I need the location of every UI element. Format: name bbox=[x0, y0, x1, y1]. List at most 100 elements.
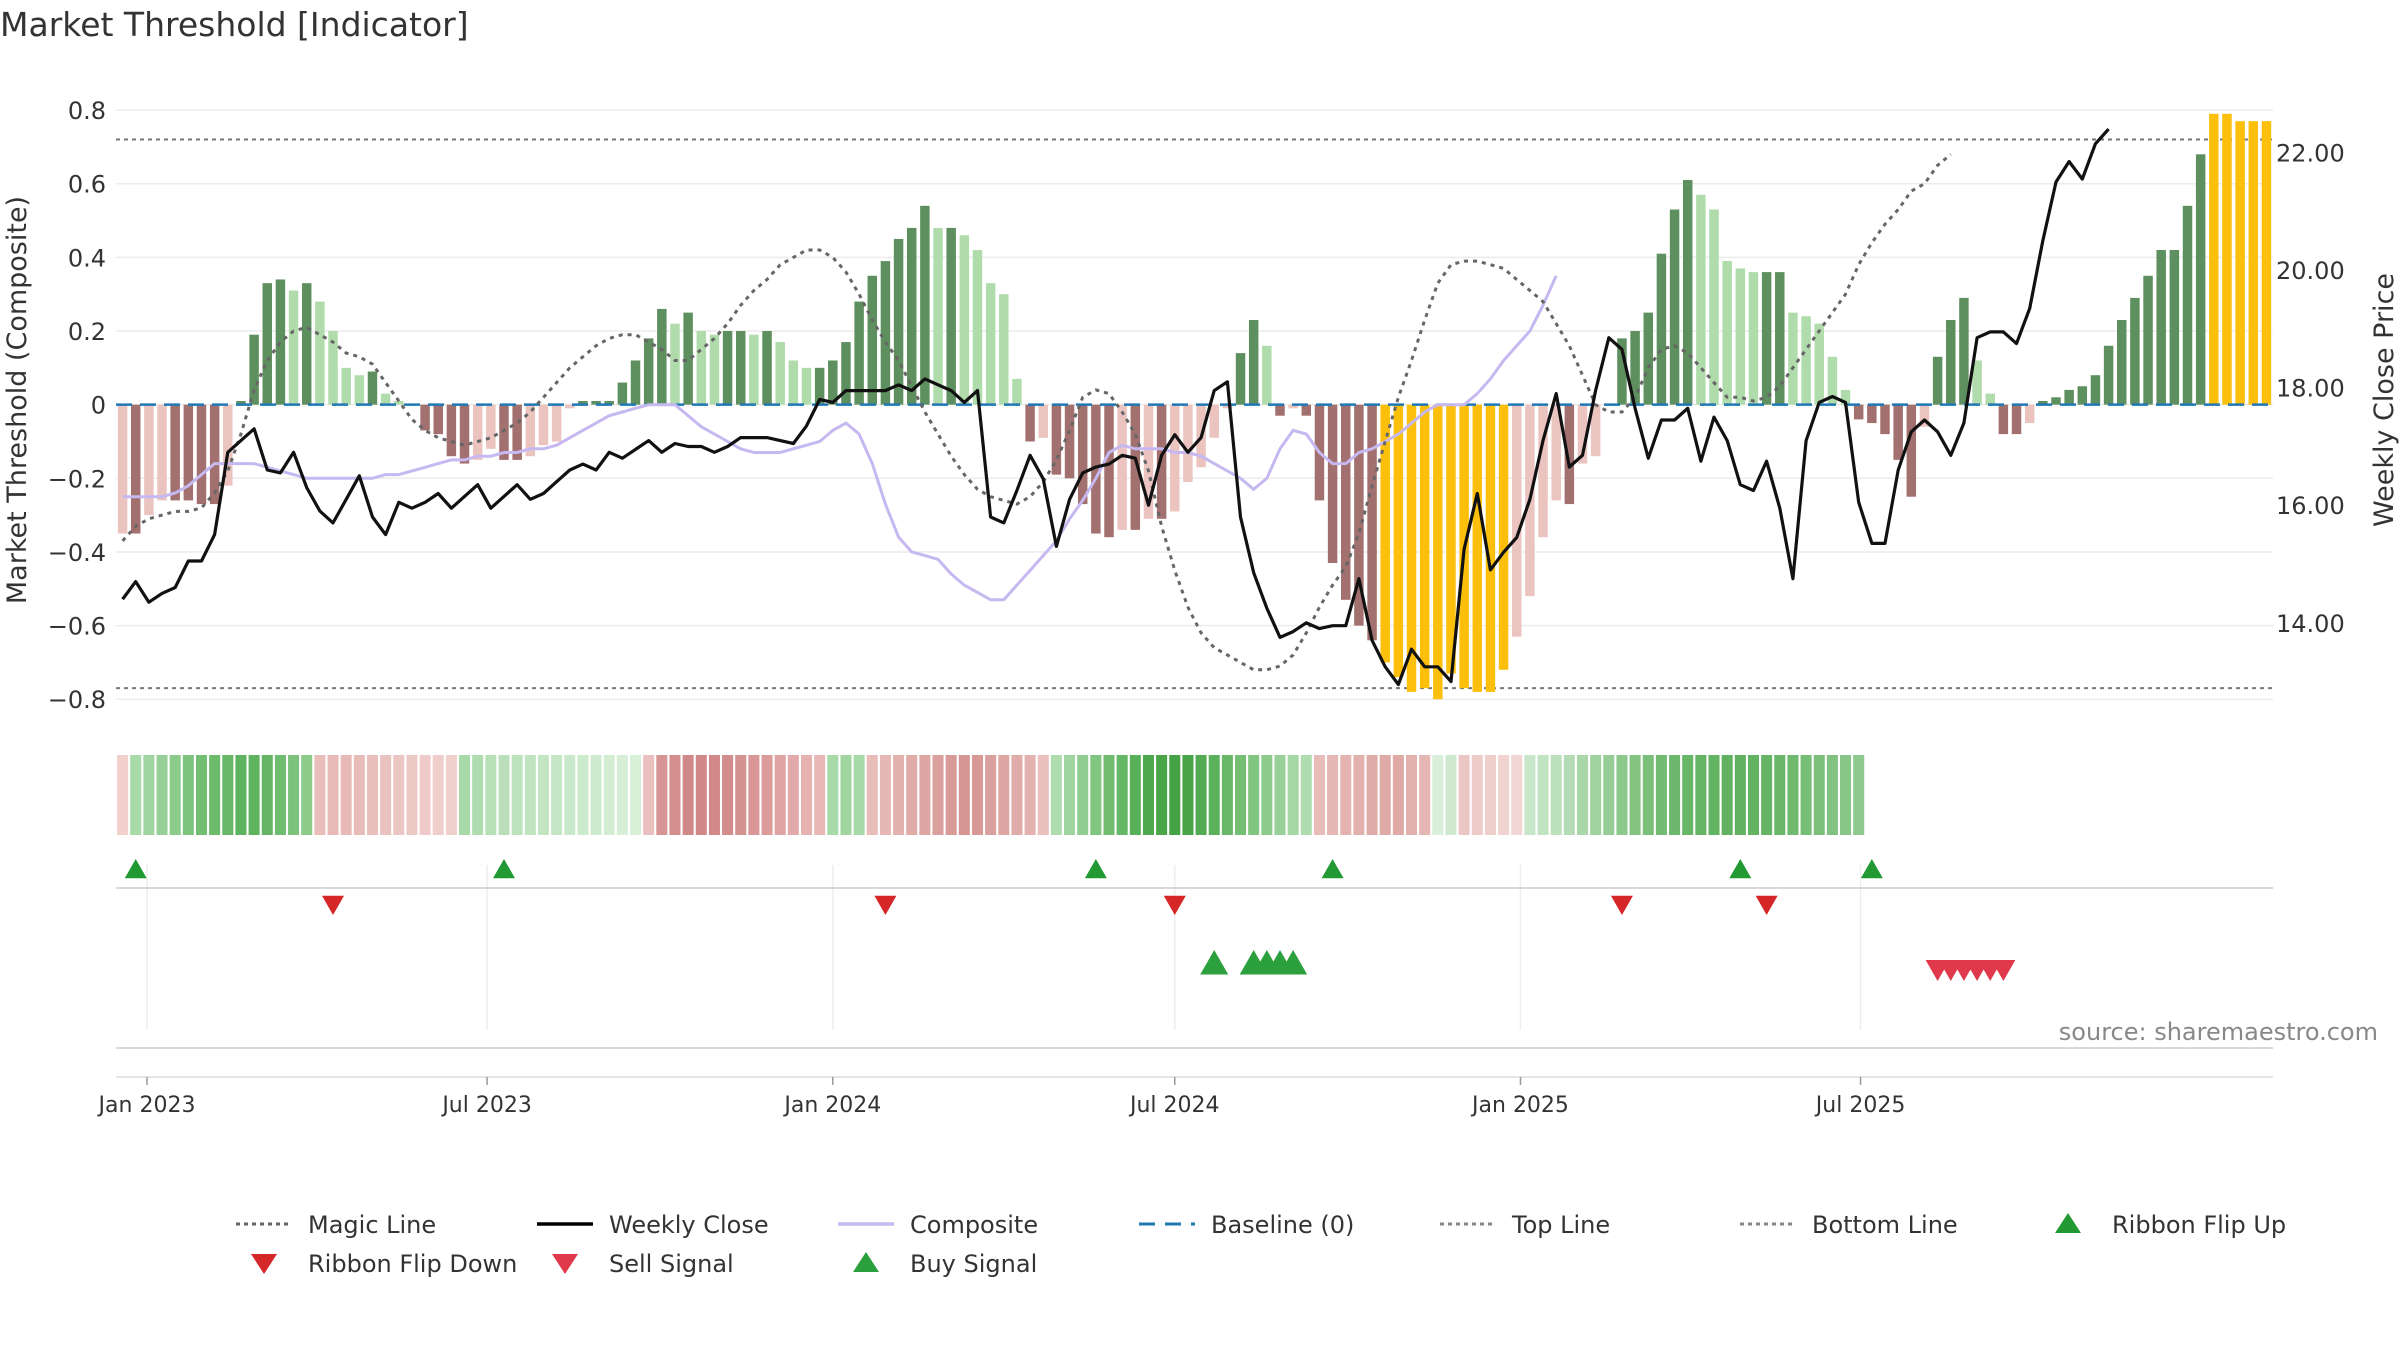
composite-bar bbox=[696, 331, 707, 405]
ribbon-cell bbox=[616, 755, 628, 835]
source-label: source: sharemaestro.com bbox=[2059, 1018, 2378, 1046]
ribbon-cell bbox=[498, 755, 510, 835]
x-tick-label: Jan 2024 bbox=[782, 1093, 881, 1118]
composite-bar bbox=[565, 404, 575, 409]
composite-bar bbox=[1735, 268, 1746, 405]
composite-bar bbox=[1867, 404, 1877, 424]
composite-bar bbox=[236, 400, 246, 405]
ribbon-cell bbox=[524, 755, 536, 835]
ribbon-cell bbox=[761, 755, 773, 835]
composite-bar bbox=[1183, 404, 1193, 482]
composite-bar bbox=[551, 404, 562, 442]
y-tick-label-right: 22.00 bbox=[2276, 140, 2345, 168]
composite-bar bbox=[1393, 404, 1404, 678]
y-tick-label-right: 16.00 bbox=[2276, 492, 2345, 520]
ribbon-cell bbox=[1787, 755, 1799, 835]
composite-bar bbox=[617, 382, 628, 405]
composite-bar bbox=[1380, 404, 1390, 663]
composite-bar bbox=[2261, 121, 2272, 405]
composite-bar bbox=[1143, 404, 1154, 519]
legend: Magic Line Weekly Close Composite Baseline … bbox=[236, 1211, 2286, 1278]
composite-bar bbox=[2169, 250, 2180, 405]
chart-title: Market Threshold [Indicator] bbox=[0, 5, 469, 44]
ribbon-cell bbox=[1747, 755, 1760, 835]
ribbon-cell bbox=[419, 755, 431, 835]
legend-item: Composite bbox=[838, 1211, 1038, 1239]
ribbon-cell bbox=[1235, 755, 1247, 835]
composite-bar bbox=[1248, 319, 1259, 405]
ribbon-cell bbox=[971, 755, 984, 835]
ribbon-cell bbox=[1221, 755, 1233, 835]
ribbon-flip-up-marker bbox=[124, 859, 147, 879]
ribbon-cell bbox=[708, 755, 720, 835]
composite-bar bbox=[1748, 272, 1759, 405]
composite-bar bbox=[1209, 404, 1219, 438]
composite-bar bbox=[249, 334, 259, 405]
y-tick-label: 0.6 bbox=[68, 171, 106, 199]
ribbon-cell bbox=[998, 755, 1010, 835]
composite-bar bbox=[341, 367, 351, 405]
ribbon-cell bbox=[169, 755, 181, 835]
composite-bar bbox=[1538, 404, 1548, 538]
ribbon-cell bbox=[261, 755, 273, 835]
composite-bar bbox=[1906, 404, 1917, 497]
ribbon-cell bbox=[1800, 755, 1812, 835]
legend-item: Magic Line bbox=[236, 1211, 436, 1239]
composite-bar bbox=[183, 404, 194, 501]
ribbon-cell bbox=[590, 755, 602, 835]
ribbon-cell bbox=[1642, 755, 1654, 835]
composite-bar bbox=[2024, 404, 2035, 424]
legend-label: Baseline (0) bbox=[1211, 1211, 1354, 1239]
composite-bar bbox=[670, 323, 680, 405]
buy-signal-marker bbox=[1279, 950, 1308, 975]
composite-bar bbox=[1064, 404, 1075, 479]
composite-bar bbox=[2038, 400, 2048, 405]
legend-label: Ribbon Flip Down bbox=[308, 1250, 517, 1278]
ribbon-cell bbox=[1064, 755, 1076, 835]
composite-bar bbox=[1419, 404, 1430, 689]
composite-bar bbox=[1485, 404, 1496, 692]
composite-bar bbox=[1564, 404, 1575, 505]
ribbon-cell bbox=[314, 755, 326, 835]
composite-bar bbox=[1511, 404, 1522, 637]
ribbon-cell bbox=[1708, 755, 1720, 835]
legend-swatch bbox=[2055, 1213, 2081, 1233]
ribbon-cell bbox=[1840, 755, 1852, 835]
composite-bar bbox=[709, 334, 720, 405]
composite-bar bbox=[657, 308, 667, 405]
composite-bar bbox=[972, 250, 983, 405]
composite-bar bbox=[1341, 404, 1351, 600]
ribbon-cell bbox=[209, 755, 221, 835]
ribbon-cell bbox=[1077, 755, 1089, 835]
composite-bar bbox=[1077, 404, 1088, 505]
composite-bar bbox=[262, 283, 272, 405]
legend-swatch bbox=[552, 1254, 578, 1274]
composite-bar bbox=[933, 227, 943, 405]
composite-bar bbox=[1156, 404, 1167, 519]
x-tick-label: Jul 2025 bbox=[1814, 1093, 1906, 1118]
ribbon-cell bbox=[1287, 755, 1299, 835]
composite-bar bbox=[1880, 404, 1890, 435]
ribbon-flip-up-marker bbox=[1729, 859, 1752, 879]
ribbon-flip-down-marker bbox=[1755, 895, 1778, 915]
composite-bar bbox=[1617, 338, 1627, 405]
ribbon-cell bbox=[143, 755, 155, 835]
composite-bar bbox=[591, 400, 601, 405]
composite-bar bbox=[1406, 404, 1417, 692]
y-tick-label: 0.8 bbox=[68, 97, 106, 125]
composite-bar bbox=[1656, 253, 1667, 405]
composite-bar bbox=[275, 279, 286, 405]
ribbon-cell bbox=[182, 755, 194, 835]
composite-bar bbox=[2064, 389, 2074, 405]
ribbon-cell bbox=[1616, 755, 1628, 835]
composite-bar bbox=[328, 331, 338, 405]
composite-bar bbox=[2051, 397, 2061, 405]
composite-bar bbox=[459, 404, 470, 464]
ribbon-cell bbox=[1182, 755, 1194, 835]
composite-bar bbox=[1117, 404, 1127, 530]
ribbon-cell bbox=[472, 755, 484, 835]
legend-item: Weekly Close bbox=[537, 1211, 769, 1239]
ribbon-cell bbox=[1116, 755, 1128, 835]
ribbon-cell bbox=[1327, 755, 1339, 835]
